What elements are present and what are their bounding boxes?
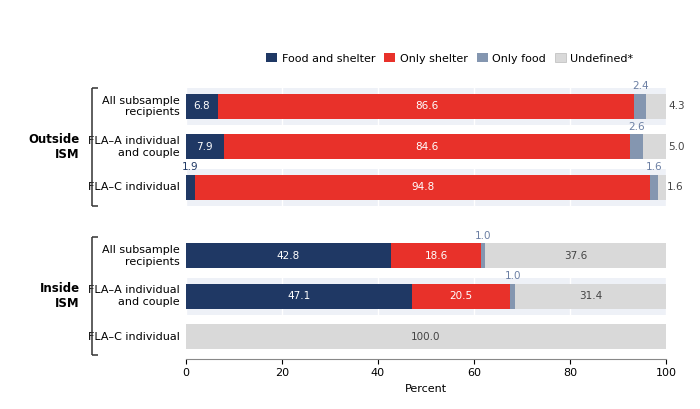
Text: 1.6: 1.6 (646, 162, 662, 172)
Bar (646, 94, 666, 119)
X-axis label: Percent: Percent (405, 384, 447, 394)
Bar (486, 243, 666, 268)
Bar (643, 134, 666, 159)
Text: Outside
ISM: Outside ISM (29, 133, 80, 161)
Bar (195, 175, 650, 200)
Bar (186, 324, 666, 349)
Text: 94.8: 94.8 (411, 182, 434, 192)
Text: 20.5: 20.5 (449, 291, 473, 301)
Bar (658, 175, 666, 200)
Text: 42.8: 42.8 (276, 251, 300, 261)
Text: 86.6: 86.6 (415, 101, 438, 111)
Bar (481, 243, 486, 268)
Bar (186, 94, 218, 119)
Text: 4.3: 4.3 (668, 101, 685, 111)
Text: 2.4: 2.4 (632, 81, 649, 92)
Bar (186, 128, 666, 165)
Text: Inside
ISM: Inside ISM (40, 282, 80, 310)
Bar (515, 283, 666, 309)
Bar (186, 278, 666, 315)
Legend: Food and shelter, Only shelter, Only food, Undefined*: Food and shelter, Only shelter, Only foo… (262, 49, 638, 68)
Text: 31.4: 31.4 (579, 291, 603, 301)
Bar (412, 283, 510, 309)
Text: 47.1: 47.1 (287, 291, 310, 301)
Bar (186, 134, 223, 159)
Text: 2.6: 2.6 (628, 122, 645, 132)
Text: 6.8: 6.8 (194, 101, 210, 111)
Text: 84.6: 84.6 (415, 142, 438, 152)
Bar (186, 243, 391, 268)
Text: 1.0: 1.0 (475, 231, 491, 241)
Bar (391, 243, 481, 268)
Text: 1.9: 1.9 (182, 162, 199, 172)
Bar (186, 175, 195, 200)
Bar (223, 134, 630, 159)
Bar (186, 88, 666, 125)
Text: 1.0: 1.0 (505, 271, 521, 281)
Text: 37.6: 37.6 (564, 251, 587, 261)
Bar (510, 283, 515, 309)
Text: 7.9: 7.9 (196, 142, 213, 152)
Text: 100.0: 100.0 (411, 332, 441, 342)
Bar (650, 175, 658, 200)
Bar (186, 237, 666, 274)
Text: 18.6: 18.6 (424, 251, 447, 261)
Text: 5.0: 5.0 (668, 142, 685, 152)
Bar (630, 134, 643, 159)
Bar (186, 318, 666, 355)
Bar (634, 94, 646, 119)
Bar (218, 94, 634, 119)
Bar (186, 169, 666, 206)
Text: 1.6: 1.6 (667, 182, 684, 192)
Bar (186, 283, 412, 309)
